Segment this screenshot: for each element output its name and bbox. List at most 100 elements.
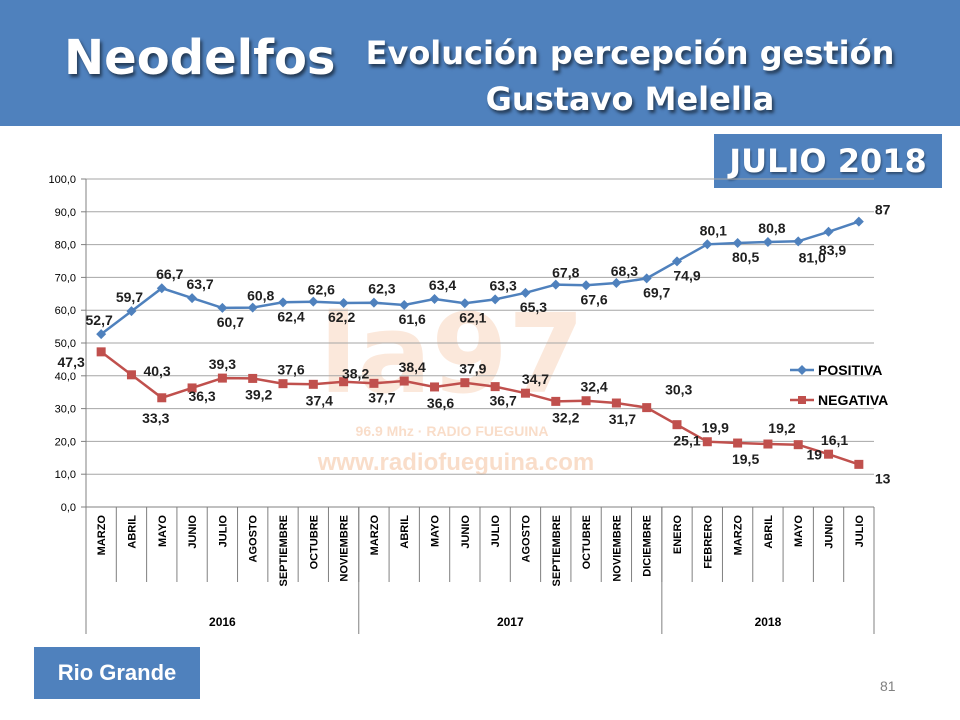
data-point-negativa (520, 388, 530, 398)
x-category-label: FEBRERO (702, 515, 714, 569)
data-point-positiva (308, 296, 319, 307)
data-label-positiva: 83,9 (819, 242, 846, 258)
data-point-negativa (763, 439, 773, 449)
x-category-label: JUNIO (460, 515, 472, 549)
data-point-positiva (853, 216, 864, 227)
data-label-negativa: 40,3 (143, 363, 170, 379)
data-label-negativa: 38,4 (399, 359, 426, 375)
data-label-positiva: 62,3 (368, 281, 395, 297)
data-label-negativa: 13 (875, 470, 891, 486)
watermark-url: www.radiofueguina.com (317, 449, 594, 476)
data-point-negativa (399, 376, 409, 386)
y-tick-label: 70,0 (55, 272, 76, 284)
data-point-positiva (459, 298, 470, 309)
data-label-positiva: 62,2 (328, 309, 355, 325)
data-point-negativa (187, 383, 197, 393)
x-category-label: NOVIEMBRE (611, 515, 623, 582)
legend-label-positiva: POSITIVA (818, 362, 882, 378)
data-label-positiva: 67,6 (580, 291, 607, 307)
x-category-label: ENERO (672, 515, 684, 555)
data-label-negativa: 16,1 (821, 432, 848, 448)
x-category-label: MAYO (430, 515, 442, 547)
y-tick-label: 50,0 (55, 338, 76, 350)
data-label-positiva: 63,4 (429, 277, 456, 293)
data-label-positiva: 68,3 (611, 263, 638, 279)
data-label-positiva: 62,4 (277, 308, 304, 324)
data-point-negativa (824, 449, 834, 459)
data-point-positiva (702, 239, 713, 250)
data-point-negativa (581, 396, 591, 406)
location-badge: Rio Grande (34, 647, 200, 699)
data-point-positiva (368, 297, 379, 308)
series-line-positiva (100, 220, 860, 336)
data-label-positiva: 62,6 (308, 282, 335, 298)
x-category-label: NOVIEMBRE (339, 515, 351, 582)
data-point-positiva (793, 236, 804, 247)
header-bar: Neodelfos Evolución percepción gestión G… (0, 0, 960, 126)
data-label-positiva: 80,8 (758, 220, 785, 236)
x-category-label: JULIO (854, 515, 866, 548)
data-point-negativa (551, 396, 561, 406)
data-point-positiva (338, 297, 349, 308)
data-point-positiva (581, 280, 592, 291)
x-category-label: DICIEMBRE (642, 515, 654, 577)
data-label-positiva: 69,7 (643, 284, 670, 300)
data-label-negativa: 19,5 (732, 451, 759, 467)
data-point-negativa (793, 440, 803, 450)
y-tick-label: 30,0 (55, 404, 76, 416)
x-category-label: AGOSTO (520, 515, 532, 563)
x-category-label: MAYO (157, 515, 169, 547)
y-tick-label: 40,0 (55, 371, 76, 383)
data-point-negativa (248, 373, 258, 383)
slide-title: Evolución percepción gestión Gustavo Mel… (360, 30, 900, 122)
x-category-label: OCTUBRE (308, 515, 320, 569)
data-label-positiva: 59,7 (116, 289, 143, 305)
x-category-label: MARZO (733, 515, 745, 556)
x-category-label: MARZO (96, 515, 108, 556)
data-label-positiva: 60,8 (247, 288, 274, 304)
data-point-negativa (369, 378, 379, 388)
data-point-negativa (672, 420, 682, 430)
x-category-label: JULIO (217, 515, 229, 548)
data-label-negativa: 47,3 (58, 354, 85, 370)
watermark-frequency: 96.9 Mhz · RADIO FUEGUINA (356, 423, 549, 439)
y-tick-label: 90,0 (55, 207, 76, 219)
data-point-negativa (157, 393, 167, 403)
data-label-negativa: 36,3 (188, 388, 215, 404)
data-label-positiva: 52,7 (86, 312, 113, 328)
data-point-positiva (732, 237, 743, 248)
data-point-positiva (187, 293, 198, 304)
data-label-positiva: 81,0 (799, 249, 826, 265)
y-tick-label: 0,0 (61, 502, 76, 514)
y-tick-label: 80,0 (55, 240, 76, 252)
x-category-label: OCTUBRE (581, 515, 593, 569)
data-label-negativa: 34,7 (522, 371, 549, 387)
x-category-label: ABRIL (399, 515, 411, 549)
data-label-positiva: 74,9 (673, 267, 700, 283)
data-point-negativa (278, 379, 288, 389)
x-category-label: SEPTIEMBRE (278, 515, 290, 587)
data-label-negativa: 38,2 (342, 366, 369, 382)
data-label-positiva: 80,5 (732, 249, 759, 265)
x-category-label: ABRIL (126, 515, 138, 549)
y-tick-label: 10,0 (55, 469, 76, 481)
data-label-negativa: 36,6 (427, 395, 454, 411)
data-label-positiva: 65,3 (520, 299, 547, 315)
data-label-positiva: 66,7 (156, 266, 183, 282)
brand-name: Neodelfos (64, 30, 336, 86)
data-point-positiva (550, 279, 561, 290)
data-point-positiva (490, 294, 501, 305)
data-point-negativa (430, 382, 440, 392)
legend-marker-negativa (798, 396, 806, 404)
series-line-negativa (100, 350, 860, 466)
data-point-positiva (399, 299, 410, 310)
data-label-negativa: 37,7 (368, 389, 395, 405)
x-category-label: JUNIO (187, 515, 199, 549)
data-label-negativa: 32,4 (580, 379, 607, 395)
data-point-positiva (520, 287, 531, 298)
year-group-label: 2016 (209, 615, 236, 629)
data-point-positiva (611, 277, 622, 288)
data-label-negativa: 36,7 (490, 393, 517, 409)
data-point-positiva (672, 256, 682, 267)
